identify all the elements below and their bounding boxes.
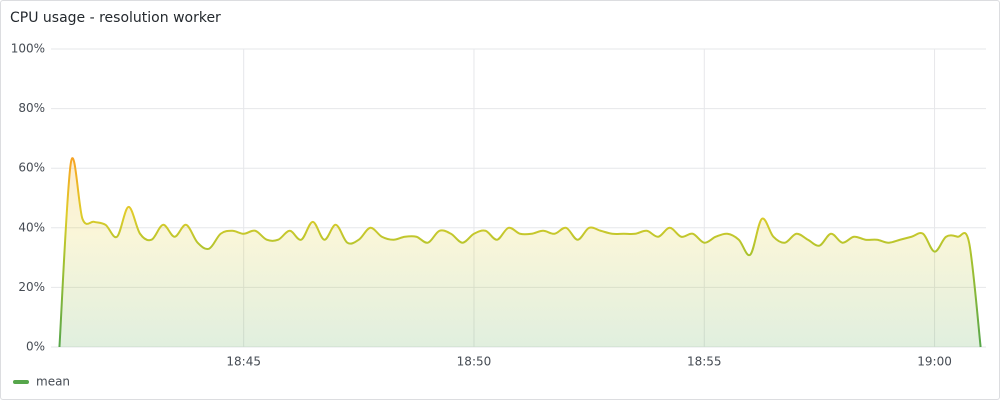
area-fill — [59, 158, 981, 347]
x-tick-label: 18:55 — [687, 355, 722, 369]
y-tick-label: 100% — [11, 42, 45, 56]
x-tick-label: 19:00 — [917, 355, 952, 369]
y-tick-label: 80% — [18, 101, 45, 115]
y-tick-label: 40% — [18, 220, 45, 234]
legend-label: mean — [36, 375, 70, 389]
chart-title: CPU usage - resolution worker — [10, 10, 221, 26]
y-tick-label: 0% — [26, 340, 45, 354]
series-line — [58, 157, 982, 348]
x-tick-label: 18:50 — [457, 355, 492, 369]
x-tick-label: 18:45 — [226, 355, 261, 369]
y-tick-label: 20% — [18, 280, 45, 294]
y-tick-label: 60% — [18, 161, 45, 175]
